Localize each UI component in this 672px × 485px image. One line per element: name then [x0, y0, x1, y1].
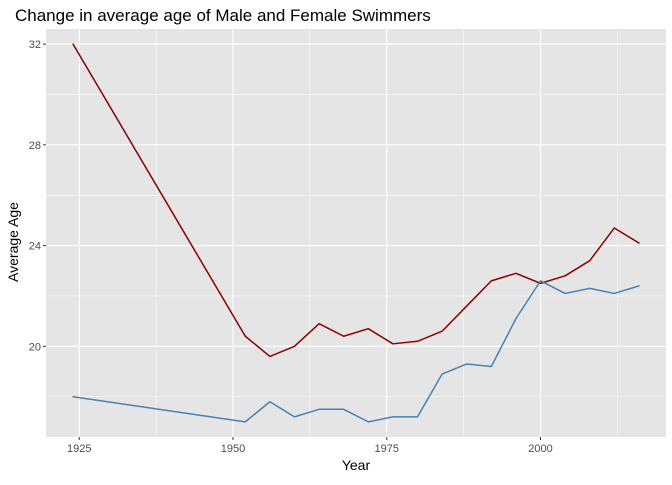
- x-axis: 1925 1950 1975 2000: [67, 437, 553, 455]
- major-gridlines: [46, 29, 666, 437]
- minor-gridlines: [46, 29, 666, 437]
- x-axis-title: Year: [342, 457, 371, 473]
- y-tick-label: 24: [29, 241, 41, 253]
- y-axis-title: Average Age: [5, 202, 21, 282]
- series-line-1: [72, 43, 640, 358]
- y-tick-label: 20: [29, 341, 41, 353]
- x-tick-label: 2000: [528, 443, 552, 455]
- x-tick-label: 1975: [375, 443, 399, 455]
- x-tick-label: 1950: [221, 443, 245, 455]
- series-lines: [72, 43, 640, 423]
- y-tick-label: 28: [29, 140, 41, 152]
- y-tick-label: 32: [29, 39, 41, 51]
- series-line-2: [72, 280, 640, 423]
- y-axis: 20 24 28 32: [29, 39, 46, 353]
- x-tick-label: 1925: [67, 443, 91, 455]
- chart-title: Change in average age of Male and Female…: [15, 6, 431, 25]
- plot-panel: [46, 29, 666, 437]
